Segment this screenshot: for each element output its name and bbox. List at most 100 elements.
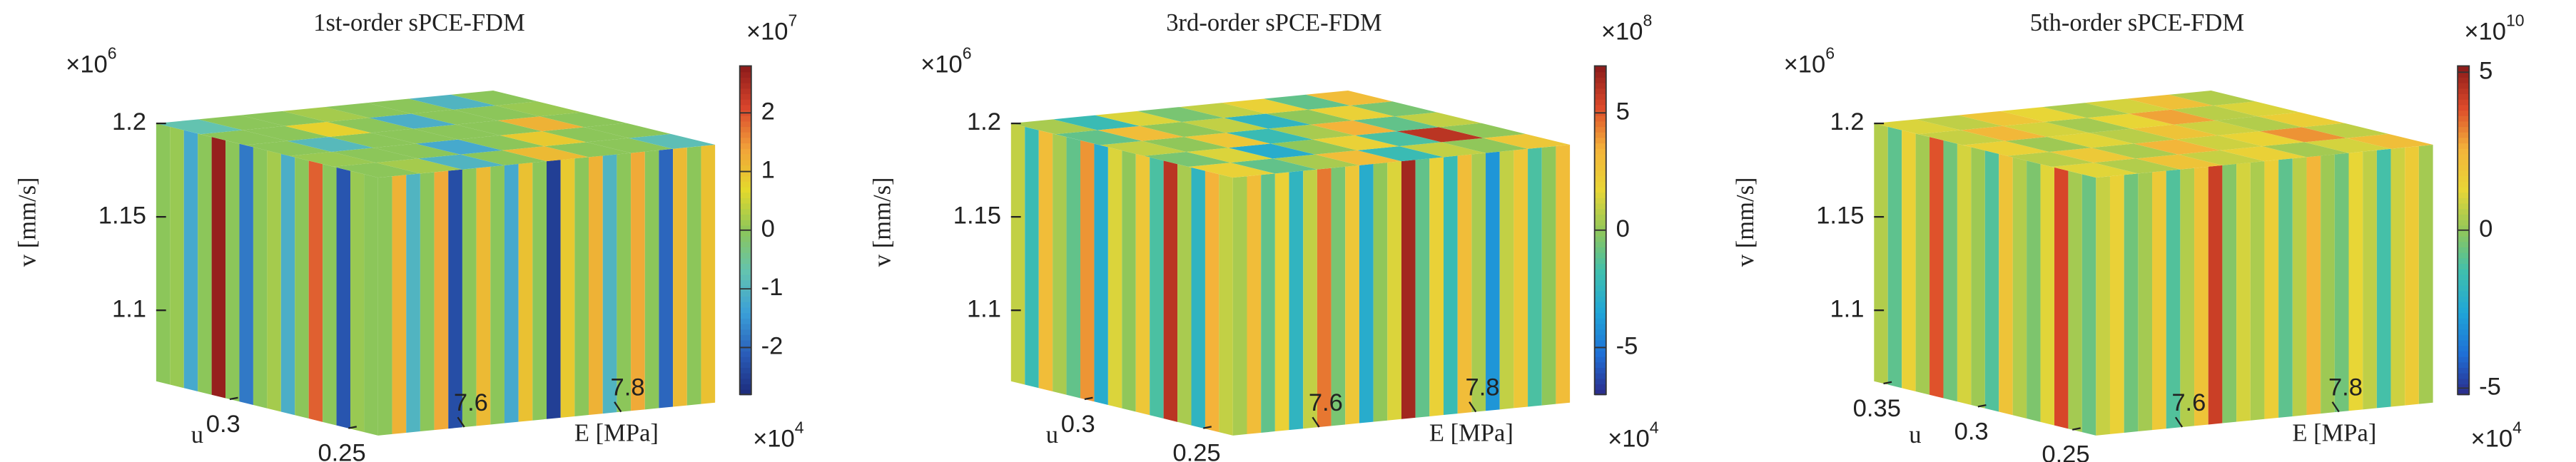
colorbar-band xyxy=(739,148,751,155)
colorbar-band xyxy=(1594,257,1606,265)
voxel-cell xyxy=(375,158,462,174)
colorbar-tick-label: 2 xyxy=(761,98,775,125)
colorbar-band xyxy=(1594,66,1606,73)
colorbar-band xyxy=(1594,230,1606,237)
voxel-cell xyxy=(1184,133,1271,148)
voxel-stripe xyxy=(295,157,309,419)
voxel-cell xyxy=(1352,116,1439,132)
colorbar-band xyxy=(739,159,751,165)
colorbar-band xyxy=(1594,88,1606,95)
voxel-cell xyxy=(2304,138,2391,153)
colorbar-band xyxy=(2458,366,2470,374)
voxel-cell xyxy=(333,163,420,178)
z-label: v [mm/s] xyxy=(868,177,896,267)
colorbar-band xyxy=(1594,339,1606,346)
voxel-stripe xyxy=(2264,160,2279,419)
voxel-cell xyxy=(2178,150,2265,165)
z-multiplier: ×106 xyxy=(66,43,116,78)
voxel-stripe xyxy=(1556,145,1571,404)
voxel-cell xyxy=(1221,98,1309,114)
colorbar-band xyxy=(739,372,751,379)
colorbar-band xyxy=(739,356,751,363)
colorbar-band xyxy=(739,192,751,198)
voxel-cell xyxy=(367,98,454,114)
z-multiplier-base: ×10 xyxy=(66,51,108,78)
colorbar-band xyxy=(2458,268,2470,275)
colorbar-band xyxy=(2458,76,2470,83)
colorbar-band xyxy=(1594,98,1606,106)
colorbar-band xyxy=(2458,82,2470,89)
colorbar-band xyxy=(2458,246,2470,253)
colorbar-band xyxy=(2458,208,2470,215)
y-tick xyxy=(1977,404,1987,408)
voxel-cell xyxy=(413,124,500,140)
z-multiplier-base: ×10 xyxy=(921,51,963,78)
colorbar-band xyxy=(739,284,751,292)
voxel-cell xyxy=(409,94,496,110)
z-tick-label: 1.15 xyxy=(953,202,1001,229)
voxel-cell xyxy=(2213,101,2300,117)
colorbar-band xyxy=(1594,334,1606,341)
voxel-stripe xyxy=(1066,137,1081,399)
voxel-stripe xyxy=(1499,150,1514,410)
voxel-stripe xyxy=(1303,169,1317,429)
voxel-cell xyxy=(500,131,587,147)
voxel-cell xyxy=(287,136,374,152)
voxel-stripe xyxy=(2054,167,2069,429)
z-multiplier: ×106 xyxy=(1784,43,1835,78)
voxel-stripe xyxy=(2027,160,2041,422)
voxel-cell xyxy=(1137,107,1224,123)
voxel-cell xyxy=(240,111,328,126)
voxel-stripe xyxy=(448,169,462,429)
colorbar-band xyxy=(2458,307,2470,314)
voxel-stripe xyxy=(1274,172,1289,432)
y-label: u xyxy=(1909,421,1921,448)
voxel-cell xyxy=(2000,107,2087,123)
voxel-stripe xyxy=(2405,145,2419,406)
voxel-cell xyxy=(2173,120,2261,135)
colorbar-band xyxy=(2458,372,2470,379)
colorbar-band xyxy=(1594,148,1606,155)
voxel-cell xyxy=(2176,135,2263,150)
colorbar-band xyxy=(1594,279,1606,286)
colorbar-band xyxy=(1594,383,1606,390)
colorbar-band xyxy=(1594,262,1606,270)
colorbar-band xyxy=(2458,274,2470,281)
colorbar-band xyxy=(2458,164,2470,171)
voxel-stripe xyxy=(1387,161,1401,421)
colorbar-multiplier: ×108 xyxy=(1601,11,1652,45)
colorbar-band xyxy=(739,262,751,270)
colorbar-band xyxy=(1594,356,1606,363)
colorbar-band xyxy=(1594,202,1606,210)
colorbar-band xyxy=(2458,252,2470,259)
x-multiplier: ×104 xyxy=(1608,419,1659,453)
voxel-cell xyxy=(1179,103,1267,118)
colorbar-band xyxy=(1594,170,1606,177)
colorbar-tick-label: 0 xyxy=(2479,215,2493,242)
x-tick xyxy=(2174,416,2184,428)
voxel-cell xyxy=(460,150,547,165)
colorbar-band xyxy=(2458,197,2470,204)
voxel-stripe xyxy=(1345,165,1359,425)
voxel-cell xyxy=(369,113,456,129)
z-tick-label: 1.15 xyxy=(98,202,146,229)
voxel-stripe xyxy=(1247,175,1262,434)
y-label: u xyxy=(1046,421,1058,448)
voxel-cell xyxy=(331,148,418,163)
colorbar-band xyxy=(2458,104,2470,111)
colorbar-band xyxy=(2458,241,2470,248)
colorbar-band xyxy=(1594,164,1606,171)
colorbar-tick-label: 1 xyxy=(761,157,775,184)
voxel-cell xyxy=(156,119,243,135)
voxel-cell xyxy=(1270,139,1357,155)
voxel-stripe xyxy=(1122,150,1136,412)
voxel-cell xyxy=(282,107,370,123)
voxel-stripe xyxy=(644,150,659,410)
colorbar-band xyxy=(739,323,751,330)
colorbar-band xyxy=(739,71,751,78)
voxel-stripe xyxy=(2068,170,2082,433)
colorbar-band xyxy=(739,82,751,89)
voxel-stripe xyxy=(1289,170,1304,431)
voxel-stripe xyxy=(1429,157,1444,416)
colorbar-band xyxy=(739,246,751,253)
